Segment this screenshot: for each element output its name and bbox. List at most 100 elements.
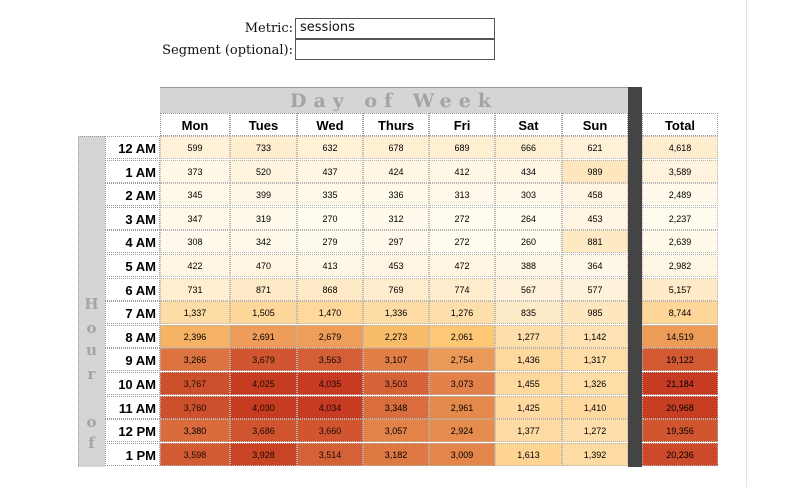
- heatmap-cell[interactable]: 2,396: [160, 324, 230, 348]
- heatmap-cell[interactable]: 2,273: [363, 324, 429, 348]
- total-cell[interactable]: 5,157: [642, 277, 718, 301]
- heatmap-cell[interactable]: 3,598: [160, 442, 230, 466]
- heatmap-cell[interactable]: 272: [429, 230, 495, 254]
- heatmap-cell[interactable]: 437: [297, 159, 363, 183]
- heatmap-cell[interactable]: 319: [230, 206, 297, 230]
- heatmap-cell[interactable]: 1,436: [495, 348, 562, 372]
- heatmap-cell[interactable]: 335: [297, 183, 363, 207]
- heatmap-cell[interactable]: 342: [230, 230, 297, 254]
- heatmap-cell[interactable]: 3,686: [230, 419, 297, 443]
- heatmap-cell[interactable]: 2,679: [297, 324, 363, 348]
- heatmap-cell[interactable]: 424: [363, 159, 429, 183]
- heatmap-cell[interactable]: 3,380: [160, 419, 230, 443]
- total-cell[interactable]: 2,982: [642, 254, 718, 277]
- heatmap-cell[interactable]: 373: [160, 159, 230, 183]
- heatmap-cell[interactable]: 4,030: [230, 395, 297, 419]
- heatmap-cell[interactable]: 989: [562, 159, 628, 183]
- heatmap-cell[interactable]: 3,182: [363, 442, 429, 466]
- heatmap-cell[interactable]: 1,272: [562, 419, 628, 443]
- total-cell[interactable]: 20,968: [642, 395, 718, 419]
- heatmap-cell[interactable]: 689: [429, 136, 495, 159]
- heatmap-cell[interactable]: 472: [429, 254, 495, 277]
- total-cell[interactable]: 2,489: [642, 183, 718, 207]
- heatmap-cell[interactable]: 3,266: [160, 348, 230, 372]
- heatmap-cell[interactable]: 347: [160, 206, 230, 230]
- heatmap-cell[interactable]: 666: [495, 136, 562, 159]
- heatmap-cell[interactable]: 567: [495, 277, 562, 301]
- heatmap-cell[interactable]: 985: [562, 301, 628, 325]
- heatmap-cell[interactable]: 4,035: [297, 372, 363, 395]
- heatmap-cell[interactable]: 632: [297, 136, 363, 159]
- heatmap-cell[interactable]: 678: [363, 136, 429, 159]
- heatmap-cell[interactable]: 260: [495, 230, 562, 254]
- heatmap-cell[interactable]: 413: [297, 254, 363, 277]
- total-cell[interactable]: 8,744: [642, 301, 718, 325]
- heatmap-cell[interactable]: 3,348: [363, 395, 429, 419]
- heatmap-cell[interactable]: 3,767: [160, 372, 230, 395]
- heatmap-cell[interactable]: 1,377: [495, 419, 562, 443]
- heatmap-cell[interactable]: 279: [297, 230, 363, 254]
- heatmap-cell[interactable]: 422: [160, 254, 230, 277]
- heatmap-cell[interactable]: 3,514: [297, 442, 363, 466]
- heatmap-cell[interactable]: 1,276: [429, 301, 495, 325]
- heatmap-cell[interactable]: 2,754: [429, 348, 495, 372]
- heatmap-cell[interactable]: 1,277: [495, 324, 562, 348]
- heatmap-cell[interactable]: 3,660: [297, 419, 363, 443]
- heatmap-cell[interactable]: 731: [160, 277, 230, 301]
- total-cell[interactable]: 3,589: [642, 159, 718, 183]
- heatmap-cell[interactable]: 871: [230, 277, 297, 301]
- heatmap-cell[interactable]: 3,057: [363, 419, 429, 443]
- heatmap-cell[interactable]: 412: [429, 159, 495, 183]
- total-cell[interactable]: 14,519: [642, 324, 718, 348]
- total-cell[interactable]: 20,236: [642, 442, 718, 466]
- heatmap-cell[interactable]: 3,679: [230, 348, 297, 372]
- heatmap-cell[interactable]: 769: [363, 277, 429, 301]
- heatmap-cell[interactable]: 835: [495, 301, 562, 325]
- heatmap-cell[interactable]: 364: [562, 254, 628, 277]
- heatmap-cell[interactable]: 4,025: [230, 372, 297, 395]
- heatmap-cell[interactable]: 1,470: [297, 301, 363, 325]
- heatmap-cell[interactable]: 881: [562, 230, 628, 254]
- heatmap-cell[interactable]: 1,326: [562, 372, 628, 395]
- heatmap-cell[interactable]: 470: [230, 254, 297, 277]
- total-cell[interactable]: 2,237: [642, 206, 718, 230]
- heatmap-cell[interactable]: 1,392: [562, 442, 628, 466]
- heatmap-cell[interactable]: 2,924: [429, 419, 495, 443]
- heatmap-cell[interactable]: 1,337: [160, 301, 230, 325]
- heatmap-cell[interactable]: 453: [562, 206, 628, 230]
- heatmap-cell[interactable]: 312: [363, 206, 429, 230]
- heatmap-cell[interactable]: 313: [429, 183, 495, 207]
- heatmap-cell[interactable]: 388: [495, 254, 562, 277]
- heatmap-cell[interactable]: 1,317: [562, 348, 628, 372]
- heatmap-cell[interactable]: 308: [160, 230, 230, 254]
- heatmap-cell[interactable]: 1,613: [495, 442, 562, 466]
- total-cell[interactable]: 2,639: [642, 230, 718, 254]
- heatmap-cell[interactable]: 1,142: [562, 324, 628, 348]
- total-cell[interactable]: 19,122: [642, 348, 718, 372]
- heatmap-cell[interactable]: 2,961: [429, 395, 495, 419]
- heatmap-cell[interactable]: 303: [495, 183, 562, 207]
- heatmap-cell[interactable]: 458: [562, 183, 628, 207]
- heatmap-cell[interactable]: 336: [363, 183, 429, 207]
- heatmap-cell[interactable]: 1,455: [495, 372, 562, 395]
- heatmap-cell[interactable]: 577: [562, 277, 628, 301]
- heatmap-cell[interactable]: 2,061: [429, 324, 495, 348]
- segment-input[interactable]: [295, 39, 495, 60]
- total-cell[interactable]: 19,356: [642, 419, 718, 443]
- heatmap-cell[interactable]: 733: [230, 136, 297, 159]
- heatmap-cell[interactable]: 270: [297, 206, 363, 230]
- heatmap-cell[interactable]: 599: [160, 136, 230, 159]
- metric-input[interactable]: sessions: [295, 18, 495, 39]
- heatmap-cell[interactable]: 1,410: [562, 395, 628, 419]
- total-cell[interactable]: 21,184: [642, 372, 718, 395]
- heatmap-cell[interactable]: 3,073: [429, 372, 495, 395]
- heatmap-cell[interactable]: 2,691: [230, 324, 297, 348]
- heatmap-cell[interactable]: 297: [363, 230, 429, 254]
- heatmap-cell[interactable]: 272: [429, 206, 495, 230]
- heatmap-cell[interactable]: 3,503: [363, 372, 429, 395]
- heatmap-cell[interactable]: 621: [562, 136, 628, 159]
- heatmap-cell[interactable]: 774: [429, 277, 495, 301]
- heatmap-cell[interactable]: 1,505: [230, 301, 297, 325]
- heatmap-cell[interactable]: 434: [495, 159, 562, 183]
- heatmap-cell[interactable]: 264: [495, 206, 562, 230]
